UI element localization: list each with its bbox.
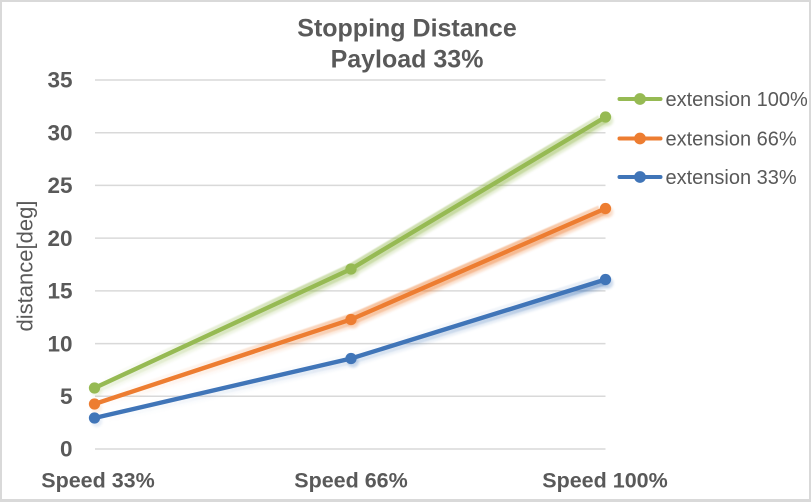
svg-text:distance[deg]: distance[deg] <box>13 201 38 332</box>
svg-text:20: 20 <box>47 226 72 251</box>
svg-text:Stopping Distance: Stopping Distance <box>297 15 517 43</box>
svg-text:30: 30 <box>47 120 72 145</box>
svg-text:Payload 33%: Payload 33% <box>331 46 484 74</box>
svg-text:extension 100%: extension 100% <box>666 89 809 111</box>
svg-text:5: 5 <box>60 384 73 409</box>
svg-text:extension 66%: extension 66% <box>666 129 797 151</box>
svg-text:15: 15 <box>47 279 72 304</box>
svg-text:25: 25 <box>47 173 72 198</box>
svg-text:0: 0 <box>60 437 73 462</box>
svg-text:extension 33%: extension 33% <box>666 167 797 189</box>
svg-text:10: 10 <box>47 331 72 356</box>
svg-text:Speed 100%: Speed 100% <box>542 469 667 493</box>
svg-text:Speed 66%: Speed 66% <box>294 469 408 493</box>
svg-text:Speed 33%: Speed 33% <box>41 469 155 493</box>
svg-text:35: 35 <box>47 68 72 93</box>
